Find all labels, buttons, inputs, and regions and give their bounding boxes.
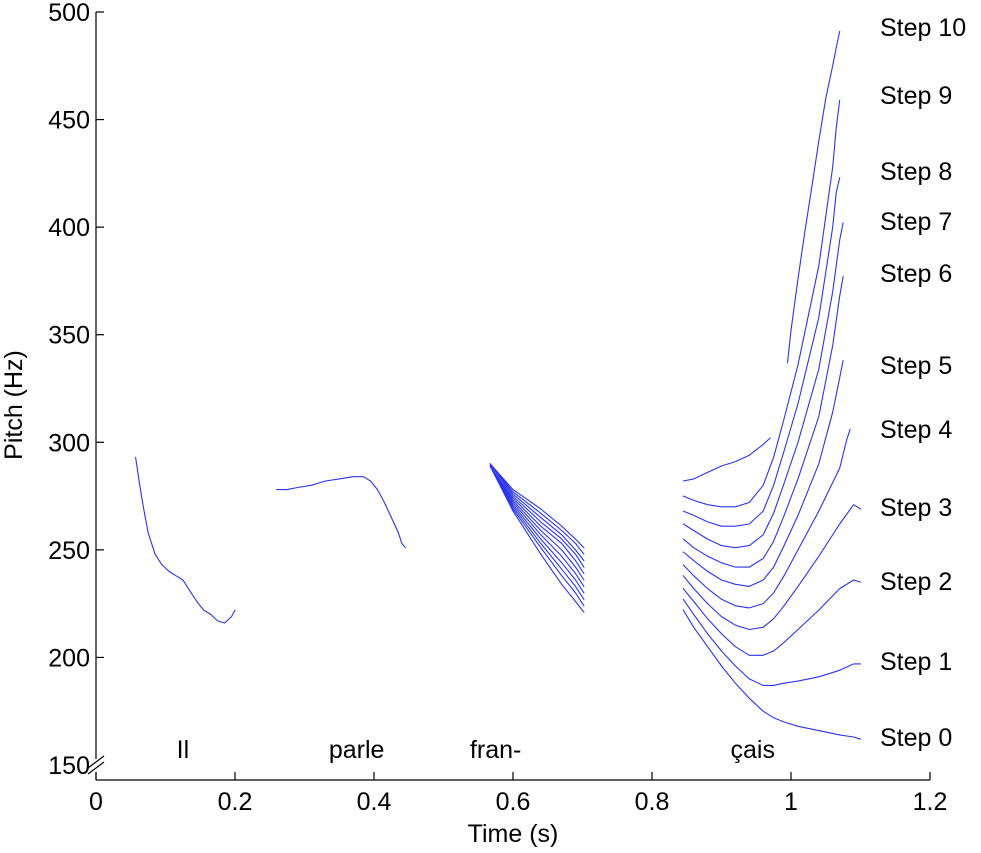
series-line-cais [682,428,851,609]
x-tick-label: 1.2 [913,788,948,816]
y-tick-label: 350 [48,322,90,350]
step-label: Step 8 [880,158,952,186]
labels-layer: Step 0 Step 1 Step 2 Step 3 Step 4 Step 5 Step… [177,14,967,764]
y-tick-label: 150 [48,752,90,780]
series-line-cais [682,437,771,482]
series-line-cais [682,222,844,549]
step-label: Step 6 [880,260,952,288]
x-tick-label: 0.8 [635,788,670,816]
word-label: Il [177,736,190,764]
y-tick-label: 500 [48,0,90,27]
series-line-fran [489,465,585,607]
axes: 150 200 250 300 350 400 450 500 0 0.2 0.4 0.6 0.8 1 1.… [48,0,947,816]
y-tick-label: 200 [48,644,90,672]
step-label: Step 4 [880,416,952,444]
step-label: Step 10 [880,14,966,42]
series-line-fran [489,465,585,587]
series-line-fran [489,465,585,613]
x-tick-label: 0.2 [218,788,253,816]
axis-break-mark [87,755,105,769]
series-line-cais-upper [786,30,841,364]
step-label: Step 0 [880,724,952,752]
x-tick-label: 1 [784,788,798,816]
series-line-cais [682,609,862,740]
word-label: çais [731,736,775,764]
x-axis-title: Time (s) [468,820,559,848]
series-line-fran [489,465,585,575]
series-line-fran [489,463,585,568]
step-label: Step 5 [880,352,952,380]
x-tick-label: 0 [89,788,103,816]
x-tick-label: 0.4 [357,788,392,816]
x-tick-label: 0.6 [496,788,531,816]
series-line-cais [682,359,844,587]
series-line-cais [682,276,844,568]
step-label: Step 2 [880,568,952,596]
series-line-cais [682,504,862,631]
y-axis-title: Pitch (Hz) [0,350,28,460]
pitch-segment-Il [135,456,236,624]
step-label: Step 1 [880,648,952,676]
series-line-fran [489,465,585,581]
y-tick-label: 400 [48,214,90,242]
y-tick-label: 250 [48,537,90,565]
series-line-fran [489,465,585,594]
series-line-cais [682,177,841,527]
y-tick-label: 300 [48,429,90,457]
series-line-cais [682,598,862,686]
series-line-cais [682,99,841,508]
y-tick-label: 450 [48,107,90,135]
series-line-fran [489,463,585,562]
step-label: Step 7 [880,208,952,236]
series-line-cais [682,579,862,656]
pitch-segment-parle [276,476,406,549]
step-label: Step 9 [880,82,952,110]
word-label: fran- [470,736,521,764]
series-line-fran [489,463,585,549]
word-label: parle [329,736,385,764]
series-line-fran [489,463,585,555]
step-label: Step 3 [880,494,952,522]
series-line-fran [489,465,585,600]
axis-break-mark [87,761,105,775]
series-layer [135,30,862,740]
